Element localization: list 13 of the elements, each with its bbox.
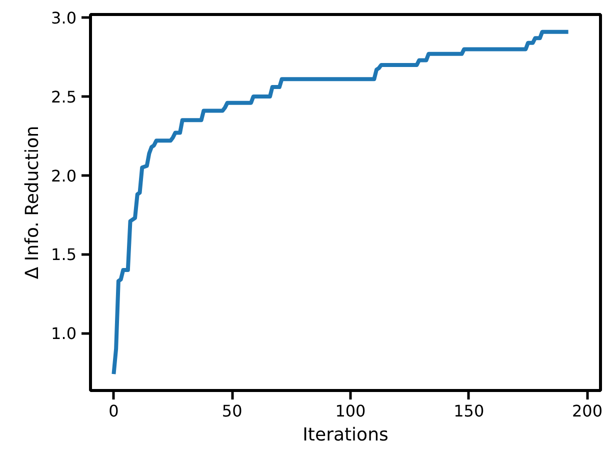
y-tick-label: 2.5 xyxy=(51,88,77,107)
line-series xyxy=(112,30,570,376)
y-tick-label: 1.5 xyxy=(51,245,77,264)
x-tick-label: 100 xyxy=(335,402,366,420)
x-tick-label: 150 xyxy=(454,402,484,420)
x-tick-label: 200 xyxy=(572,402,603,420)
x-axis-title: Iterations xyxy=(302,424,388,446)
y-tick-label: 3.0 xyxy=(51,8,77,28)
x-tick-label: 0 xyxy=(108,402,119,420)
y-axis-title: Δ Info. Reduction xyxy=(22,126,44,280)
x-tick-label: 50 xyxy=(222,402,242,420)
y-tick-label: 2.0 xyxy=(51,166,77,186)
y-tick-label: 1.0 xyxy=(51,324,77,344)
